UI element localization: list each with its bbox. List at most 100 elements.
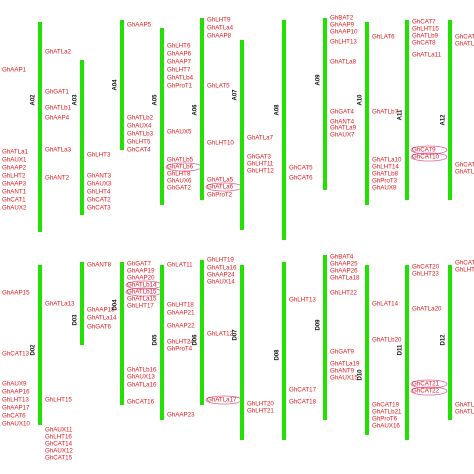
- chromosome-name: D10: [358, 369, 364, 381]
- gene-label: GhLHT24: [167, 339, 194, 346]
- gene-label: GhATLb2: [127, 115, 154, 122]
- gene-label: GhANT3: [87, 173, 112, 180]
- gene-label: GhATLb8: [372, 171, 399, 178]
- gene-label: GhATLb4: [167, 75, 194, 82]
- gene-highlight: [410, 386, 448, 396]
- chromosome-bar: [80, 60, 84, 215]
- chromosome-bar: [405, 265, 409, 440]
- gene-label: GhCAT23: [455, 260, 474, 267]
- gene-label: GhATLb3: [127, 131, 154, 138]
- gene-label: GhAAP24: [207, 272, 235, 279]
- gene-label: GhLHT9: [207, 17, 231, 24]
- chromosome-bar: [282, 20, 286, 240]
- gene-label: GhAUX7: [330, 132, 355, 139]
- chromosome-bar: [80, 262, 84, 345]
- gene-label: GhATLa5: [207, 177, 234, 184]
- gene-label: GhAAP6: [167, 51, 192, 58]
- gene-label: GhCAT13: [2, 351, 30, 358]
- gene-label: GhATLb10: [455, 41, 474, 48]
- gene-label: GhAAP19: [127, 268, 155, 275]
- gene-label: GhLHT21: [247, 408, 274, 415]
- chromosome-bar: [38, 22, 42, 232]
- gene-label: GhATLa16: [207, 265, 237, 272]
- gene-highlight: [410, 379, 448, 389]
- gene-label: GhAAP1: [2, 67, 27, 74]
- gene-highlight: [410, 152, 448, 162]
- gene-label: GhATLb11: [455, 169, 474, 176]
- gene-label: GhLHT10: [207, 140, 234, 147]
- gene-label: GhCAT1: [2, 197, 26, 204]
- gene-label: GhAUX9: [2, 381, 27, 388]
- chromosome-bar: [240, 40, 244, 230]
- chromosome-name: D05: [153, 334, 159, 346]
- gene-label: GhATLb5: [167, 157, 194, 164]
- chromosome-name: A10: [358, 94, 364, 106]
- gene-label: GhAAP4: [45, 115, 70, 122]
- gene-label: GhCAT8: [412, 40, 436, 47]
- gene-label: GhAUX2: [2, 205, 27, 212]
- gene-label: GhAUX1: [2, 157, 27, 164]
- gene-label: GhLHT2: [2, 173, 26, 180]
- chromosome-name: A02: [31, 94, 37, 106]
- chromosome-name: A03: [73, 94, 79, 106]
- gene-label: GhATLa11: [412, 52, 442, 59]
- gene-label: GhATLa21: [455, 402, 474, 409]
- gene-label: GhAUX4: [127, 123, 152, 130]
- gene-label: GhANT4: [330, 119, 355, 126]
- gene-label: GhCAT7: [412, 19, 436, 26]
- gene-label: GhAAP20: [127, 275, 155, 282]
- chromosome-bar: [448, 20, 452, 200]
- gene-label: GhProT4: [167, 346, 193, 353]
- gene-label: GhGAT9: [330, 349, 355, 356]
- gene-label: GhATLa13: [45, 301, 75, 308]
- gene-label: GhAAP23: [167, 412, 195, 419]
- gene-label: GhCAT3: [87, 205, 111, 212]
- gene-label: GhLHT4: [87, 189, 111, 196]
- gene-label: GhCAT20: [412, 264, 440, 271]
- chromosome-name: D02: [31, 344, 37, 356]
- gene-label: GhATLb16: [127, 367, 157, 374]
- gene-label: GhCAT19: [372, 402, 400, 409]
- gene-label: GhAUX10: [2, 421, 30, 428]
- gene-label: GhATLa15: [127, 296, 157, 303]
- gene-label: GhAUX6: [167, 178, 192, 185]
- gene-label: GhATLa1: [2, 149, 29, 156]
- gene-label: GhANT1: [2, 189, 27, 196]
- gene-label: GhATLa20: [412, 306, 442, 313]
- chromosome-name: D08: [275, 349, 281, 361]
- chromosome-bar: [160, 265, 164, 420]
- gene-label: GhAAP7: [167, 59, 192, 66]
- gene-label: GhLHT13: [289, 297, 316, 304]
- chromosome-name: A09: [316, 74, 322, 86]
- gene-label: GhATLa18: [330, 275, 360, 282]
- gene-label: GhANT8: [87, 262, 112, 269]
- gene-highlight: [410, 145, 448, 155]
- gene-label: GhLHT13: [330, 39, 357, 46]
- chromosome-bar: [200, 260, 204, 405]
- gene-label: GhATLa9: [330, 125, 357, 132]
- gene-label: GhAUX5: [167, 129, 192, 136]
- gene-label: GhATLa4: [207, 25, 234, 32]
- gene-label: GhBAT4: [330, 254, 354, 261]
- gene-label: GhLHT5: [127, 139, 151, 146]
- gene-label: GhAUX3: [87, 181, 112, 188]
- gene-label: GhAUX13: [127, 374, 155, 381]
- chromosome-name: A07: [233, 89, 239, 101]
- gene-label: GhLHT23: [412, 271, 439, 278]
- chromosome-bar: [282, 262, 286, 440]
- gene-label: GhATLa17: [207, 397, 237, 404]
- gene-label: GhLHT19: [207, 257, 234, 264]
- gene-label: GhANT2: [45, 175, 70, 182]
- chromosome-name: D09: [316, 319, 322, 331]
- gene-label: GhAAP22: [167, 323, 195, 330]
- chromosome-name: D06: [193, 334, 199, 346]
- gene-label: GhAUX15: [330, 375, 358, 382]
- chromosome-name: A12: [441, 114, 447, 126]
- gene-label: GhProT1: [167, 83, 193, 90]
- gene-label: GhCAT5: [289, 165, 313, 172]
- gene-label: GhCAT12: [455, 34, 474, 41]
- gene-label: GhBAT2: [330, 15, 354, 22]
- gene-label: GhCAT6: [2, 413, 26, 420]
- gene-label: GhAUX16: [372, 423, 400, 430]
- gene-label: GhProT6: [372, 416, 398, 423]
